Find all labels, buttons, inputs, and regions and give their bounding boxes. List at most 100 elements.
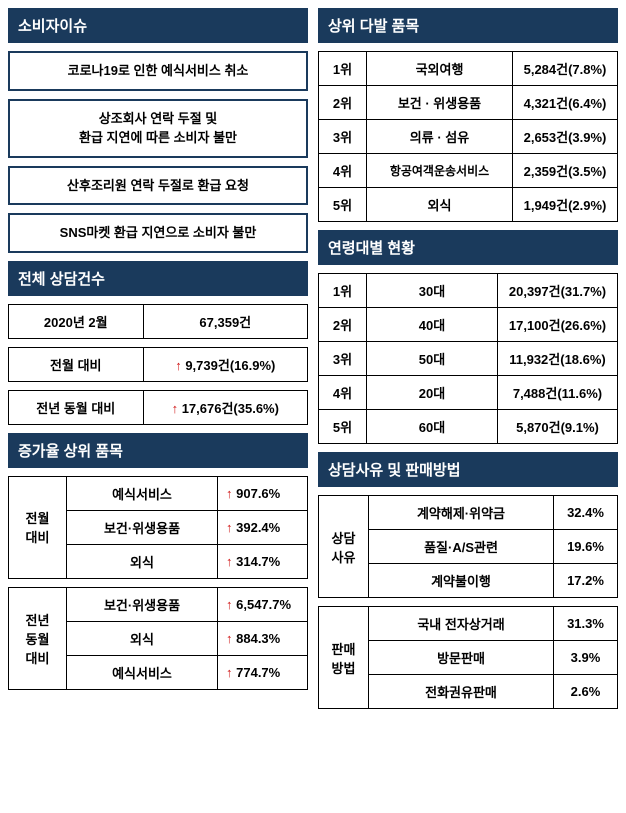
value-cell: 11,932건(18.6%) [498,342,618,376]
up-arrow-icon: ↑ [226,597,233,612]
item-cell: 전화권유판매 [369,675,554,709]
value-cell: 20,397건(31.7%) [498,274,618,308]
value-cell: ↑ 392.4% [218,510,308,544]
value-cell: 4,321건(6.4%) [513,86,618,120]
group-label: 전년 동월 대비 [9,587,67,689]
up-arrow-icon: ↑ [175,358,182,373]
table-row: 2020년 2월 67,359건 [9,304,308,338]
item-cell: 보건 · 위생용품 [367,86,513,120]
value-cell: ↑ 314.7% [218,544,308,578]
up-arrow-icon: ↑ [226,665,233,680]
table-row: 2위 보건 · 위생용품 4,321건(6.4%) [319,86,618,120]
reason-table: 상담 사유 계약해제·위약금 32.4% 품질·A/S관련 19.6% 계약불이… [318,495,618,598]
item-cell: 예식서비스 [67,476,218,510]
value-cell: 2.6% [554,675,618,709]
issue-item: 코로나19로 인한 예식서비스 취소 [8,51,308,91]
value-cell: 2,653건(3.9%) [513,120,618,154]
total-table: 2020년 2월 67,359건 [8,304,308,339]
up-arrow-icon: ↑ [226,486,233,501]
item-cell: 보건·위생용품 [67,510,218,544]
up-arrow-icon: ↑ [172,401,179,416]
rank-cell: 1위 [319,274,367,308]
issues-title: 소비자이슈 [8,8,308,43]
group-label: 상담 사유 [319,496,369,598]
total-label: 전년 동월 대비 [9,390,144,424]
total-value: 67,359건 [143,304,307,338]
table-row: 전년 동월 대비 ↑ 17,676건(35.6%) [9,390,308,424]
item-cell: 국외여행 [367,52,513,86]
total-title: 전체 상담건수 [8,261,308,296]
table-row: 3위 50대 11,932건(18.6%) [319,342,618,376]
value-cell: ↑ 6,547.7% [218,587,308,621]
item-cell: 의류 · 섬유 [367,120,513,154]
total-value: ↑ 9,739건(16.9%) [143,347,307,381]
item-cell: 예식서비스 [67,655,218,689]
item-cell: 외식 [367,188,513,222]
table-row: 1위 국외여행 5,284건(7.8%) [319,52,618,86]
value-cell: ↑ 907.6% [218,476,308,510]
value-cell: ↑ 884.3% [218,621,308,655]
table-row: 5위 60대 5,870건(9.1%) [319,410,618,444]
value-cell: 7,488건(11.6%) [498,376,618,410]
item-cell: 60대 [367,410,498,444]
rank-cell: 5위 [319,410,367,444]
increase-table: 전월 대비 예식서비스 ↑ 907.6% 보건·위생용품 ↑ 392.4% 외식… [8,476,308,579]
item-cell: 계약해제·위약금 [369,496,554,530]
table-row: 3위 의류 · 섬유 2,653건(3.9%) [319,120,618,154]
issue-item: 상조회사 연락 두절 및 환급 지연에 따른 소비자 불만 [8,99,308,158]
rank-cell: 2위 [319,308,367,342]
rank-cell: 3위 [319,342,367,376]
total-label: 전월 대비 [9,347,144,381]
rank-cell: 4위 [319,154,367,188]
table-row: 2위 40대 17,100건(26.6%) [319,308,618,342]
group-label: 판매 방법 [319,607,369,709]
rank-cell: 2위 [319,86,367,120]
group-label: 전월 대비 [9,476,67,578]
value-cell: 3.9% [554,641,618,675]
table-row: 전월 대비 ↑ 9,739건(16.9%) [9,347,308,381]
top-items-title: 상위 다발 품목 [318,8,618,43]
value-cell: 2,359건(3.5%) [513,154,618,188]
total-label: 2020년 2월 [9,304,144,338]
table-row: 4위 20대 7,488건(11.6%) [319,376,618,410]
value-cell: ↑ 774.7% [218,655,308,689]
table-row: 상담 사유 계약해제·위약금 32.4% [319,496,618,530]
value-cell: 17.2% [554,564,618,598]
total-value: ↑ 17,676건(35.6%) [143,390,307,424]
age-table: 1위 30대 20,397건(31.7%) 2위 40대 17,100건(26.… [318,273,618,444]
reason-title: 상담사유 및 판매방법 [318,452,618,487]
value-cell: 19.6% [554,530,618,564]
item-cell: 40대 [367,308,498,342]
issue-item: SNS마켓 환급 지연으로 소비자 불만 [8,213,308,253]
value-cell: 32.4% [554,496,618,530]
item-cell: 보건·위생용품 [67,587,218,621]
value-cell: 5,870건(9.1%) [498,410,618,444]
item-cell: 항공여객운송서비스 [367,154,513,188]
table-row: 판매 방법 국내 전자상거래 31.3% [319,607,618,641]
up-arrow-icon: ↑ [226,554,233,569]
item-cell: 국내 전자상거래 [369,607,554,641]
total-table: 전년 동월 대비 ↑ 17,676건(35.6%) [8,390,308,425]
age-title: 연령대별 현황 [318,230,618,265]
up-arrow-icon: ↑ [226,631,233,646]
rank-cell: 1위 [319,52,367,86]
rank-cell: 5위 [319,188,367,222]
item-cell: 30대 [367,274,498,308]
rank-cell: 3위 [319,120,367,154]
value-cell: 17,100건(26.6%) [498,308,618,342]
table-row: 5위 외식 1,949건(2.9%) [319,188,618,222]
top-items-table: 1위 국외여행 5,284건(7.8%) 2위 보건 · 위생용품 4,321건… [318,51,618,222]
issue-item: 산후조리원 연락 두절로 환급 요청 [8,166,308,206]
item-cell: 방문판매 [369,641,554,675]
increase-table: 전년 동월 대비 보건·위생용품 ↑ 6,547.7% 외식 ↑ 884.3% … [8,587,308,690]
table-row: 1위 30대 20,397건(31.7%) [319,274,618,308]
reason-table: 판매 방법 국내 전자상거래 31.3% 방문판매 3.9% 전화권유판매 2.… [318,606,618,709]
item-cell: 외식 [67,621,218,655]
value-cell: 5,284건(7.8%) [513,52,618,86]
rank-cell: 4위 [319,376,367,410]
table-row: 전년 동월 대비 보건·위생용품 ↑ 6,547.7% [9,587,308,621]
value-cell: 31.3% [554,607,618,641]
table-row: 전월 대비 예식서비스 ↑ 907.6% [9,476,308,510]
item-cell: 50대 [367,342,498,376]
item-cell: 계약불이행 [369,564,554,598]
